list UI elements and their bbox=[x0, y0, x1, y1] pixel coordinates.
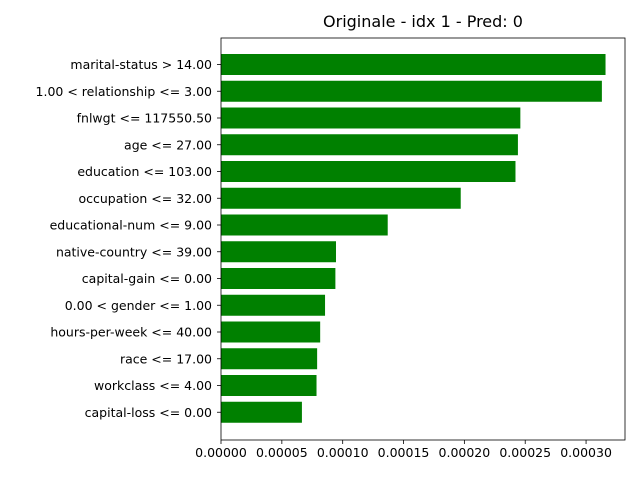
x-tick-label: 0.00000 bbox=[195, 445, 247, 460]
bar-4 bbox=[221, 161, 516, 182]
bars-group bbox=[221, 54, 606, 423]
bar-10 bbox=[221, 321, 321, 343]
y-tick-label: educational-num <= 9.00 bbox=[50, 218, 212, 233]
bar-7 bbox=[221, 241, 336, 263]
bar-11 bbox=[221, 348, 318, 370]
bar-9 bbox=[221, 294, 326, 316]
y-tick-label: capital-gain <= 0.00 bbox=[82, 271, 212, 286]
y-tick-label: 0.00 < gender <= 1.00 bbox=[65, 298, 212, 313]
y-tick-label: fnlwgt <= 117550.50 bbox=[77, 111, 212, 126]
y-tick-label: occupation <= 32.00 bbox=[78, 191, 212, 206]
axes-frame bbox=[220, 37, 626, 441]
x-tick-label: 0.00030 bbox=[560, 445, 612, 460]
x-axis: 0.00000 0.00005 0.00010 0.00015 0.00020 0.000… bbox=[195, 440, 612, 460]
bar-12 bbox=[221, 375, 317, 396]
y-tick-label: hours-per-week <= 40.00 bbox=[50, 325, 212, 340]
bar-8 bbox=[221, 268, 336, 289]
bar-2 bbox=[221, 107, 521, 129]
y-tick-label: marital-status > 14.00 bbox=[70, 57, 212, 72]
chart-title: Originale - idx 1 - Pred: 0 bbox=[323, 12, 523, 31]
y-tick-label: race <= 17.00 bbox=[120, 351, 212, 366]
x-tick-label: 0.00005 bbox=[256, 445, 308, 460]
bar-0 bbox=[221, 54, 606, 75]
x-tick-label: 0.00025 bbox=[499, 445, 551, 460]
bar-6 bbox=[221, 214, 388, 236]
y-axis: marital-status > 14.00 1.00 < relationshi… bbox=[36, 57, 221, 420]
y-tick-label: education <= 103.00 bbox=[77, 164, 212, 179]
y-tick-label: capital-loss <= 0.00 bbox=[85, 405, 212, 420]
y-tick-label: workclass <= 4.00 bbox=[94, 378, 212, 393]
bar-1 bbox=[221, 80, 602, 102]
x-tick-label: 0.00010 bbox=[317, 445, 369, 460]
y-tick-label: native-country <= 39.00 bbox=[56, 244, 212, 259]
y-tick-label: 1.00 < relationship <= 3.00 bbox=[36, 84, 212, 99]
y-tick-label: age <= 27.00 bbox=[124, 137, 212, 152]
bar-5 bbox=[221, 187, 461, 209]
bar-3 bbox=[221, 134, 518, 156]
x-tick-label: 0.00020 bbox=[439, 445, 491, 460]
bar-13 bbox=[221, 401, 302, 423]
axes-border bbox=[220, 37, 626, 441]
x-tick-label: 0.00015 bbox=[378, 445, 430, 460]
